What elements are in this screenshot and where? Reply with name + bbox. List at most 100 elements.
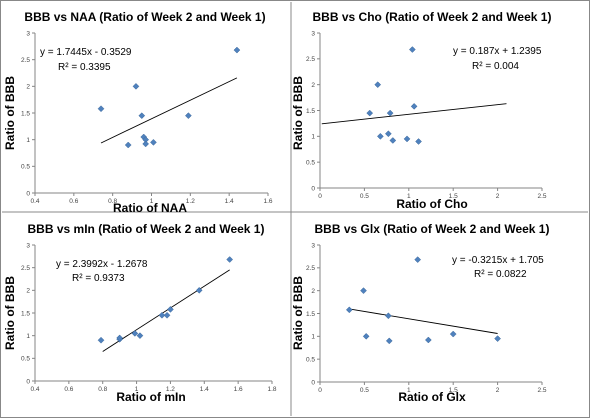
y-tick-label: 0.5 (306, 159, 315, 166)
data-point (158, 311, 166, 319)
data-point (150, 138, 157, 146)
r-squared-label: R² = 0.0822 (474, 269, 527, 280)
chart-panel-min: BBB vs mIn (Ratio of Week 2 and Week 1) 0… (3, 222, 277, 404)
y-tick-label: 2 (311, 288, 315, 295)
y-axis-title: Ratio of BBB (3, 76, 17, 150)
y-tick-label: 0 (311, 379, 315, 386)
y-tick-label: 0.5 (21, 356, 30, 363)
x-tick-label: 0.4 (30, 198, 39, 205)
data-point (136, 332, 144, 340)
y-tick-label: 0.5 (21, 164, 30, 171)
y-tick-label: 0.5 (306, 356, 315, 363)
chart-panel-glx: BBB vs Glx (Ratio of Week 2 and Week 1) 0… (291, 222, 549, 404)
chart-title: BBB vs mIn (Ratio of Week 2 and Week 1) (28, 222, 265, 236)
x-tick-label: 1 (407, 193, 411, 200)
data-point (138, 112, 146, 120)
trendline-equation: y = 0.187x + 1.2395 (453, 46, 542, 57)
y-tick-label: 0 (311, 185, 315, 192)
y-tick-label: 3 (311, 242, 315, 249)
data-point (408, 46, 416, 53)
y-axis-title: Ratio of BBB (291, 76, 305, 150)
r-squared-label: R² = 0.3395 (58, 62, 111, 73)
data-point (185, 112, 192, 120)
y-tick-label: 2.5 (306, 265, 315, 272)
y-tick-label: 2.5 (21, 57, 30, 64)
data-point (97, 105, 105, 113)
data-point (494, 335, 501, 342)
chart-panel-naa: BBB vs NAA (Ratio of Week 2 and Week 1) 0… (3, 10, 273, 215)
x-tick-label: 0.4 (30, 386, 39, 393)
y-tick-label: 1.5 (21, 310, 30, 317)
x-tick-label: 0.6 (64, 386, 73, 393)
x-tick-label: 1 (135, 386, 139, 393)
r-squared-label: R² = 0.9373 (72, 273, 125, 284)
y-tick-label: 1 (26, 333, 30, 340)
data-point (449, 330, 457, 338)
y-tick-label: 3 (311, 30, 315, 37)
data-point (414, 256, 422, 263)
data-point (233, 46, 241, 54)
y-tick-label: 1 (311, 134, 315, 141)
x-tick-label: 1 (150, 198, 154, 205)
y-tick-label: 1.5 (306, 311, 315, 318)
data-point (163, 311, 171, 319)
x-tick-label: 1.6 (234, 386, 243, 393)
trendline-equation: y = -0.3215x + 1.705 (452, 255, 544, 266)
data-point (97, 336, 105, 344)
trendline (102, 269, 230, 352)
x-axis-title: Ratio of NAA (113, 201, 187, 215)
y-tick-label: 0 (26, 190, 30, 197)
data-point (366, 109, 374, 117)
trendline (321, 103, 507, 125)
x-tick-label: 0.5 (360, 387, 369, 394)
x-tick-label: 0.5 (360, 193, 369, 200)
x-tick-label: 1.2 (186, 198, 195, 205)
data-point (385, 130, 392, 138)
x-axis-title: Ratio of Glx (398, 390, 466, 404)
trendline-equation: y = 1.7445x - 0.3529 (40, 47, 132, 58)
data-point (142, 140, 150, 148)
data-point (124, 141, 132, 149)
y-tick-label: 2.5 (306, 56, 315, 63)
data-point (116, 334, 123, 342)
trendline (349, 308, 498, 334)
y-tick-label: 2 (26, 84, 30, 91)
y-tick-label: 2.5 (21, 265, 30, 272)
y-tick-label: 1.5 (21, 110, 30, 117)
y-tick-label: 3 (26, 30, 30, 37)
x-tick-label: 1 (407, 387, 411, 394)
x-tick-label: 1.5 (449, 193, 458, 200)
x-tick-label: 0.8 (98, 386, 107, 393)
x-axis-title: Ratio of mIn (116, 390, 185, 404)
x-tick-label: 1.4 (225, 198, 234, 205)
r-squared-label: R² = 0.004 (472, 61, 519, 72)
x-tick-label: 1.4 (200, 386, 209, 393)
data-point (403, 135, 411, 143)
x-tick-label: 0 (318, 387, 322, 394)
chart-title: BBB vs NAA (Ratio of Week 2 and Week 1) (24, 10, 265, 24)
x-axis-title: Ratio of Cho (396, 197, 467, 211)
y-tick-label: 1 (26, 137, 30, 144)
x-tick-label: 0 (318, 193, 322, 200)
data-point (374, 81, 382, 89)
x-tick-label: 1.6 (263, 198, 272, 205)
x-tick-label: 2 (496, 387, 500, 394)
x-tick-label: 2 (496, 193, 500, 200)
data-point (389, 137, 397, 144)
y-tick-label: 3 (26, 242, 30, 249)
y-tick-label: 0 (26, 378, 30, 385)
chart-title: BBB vs Cho (Ratio of Week 2 and Week 1) (313, 10, 552, 24)
data-point (131, 330, 139, 337)
y-tick-label: 2 (311, 82, 315, 89)
y-axis-title: Ratio of BBB (291, 276, 305, 350)
x-tick-label: 1.2 (166, 386, 175, 393)
chart-panel-cho: BBB vs Cho (Ratio of Week 2 and Week 1) 0… (291, 10, 551, 211)
data-point (377, 132, 384, 140)
data-point (410, 103, 418, 110)
data-point (424, 336, 432, 344)
data-point (167, 306, 174, 313)
y-tick-label: 1 (311, 334, 315, 341)
data-point (386, 109, 394, 117)
x-tick-label: 0.6 (69, 198, 78, 205)
